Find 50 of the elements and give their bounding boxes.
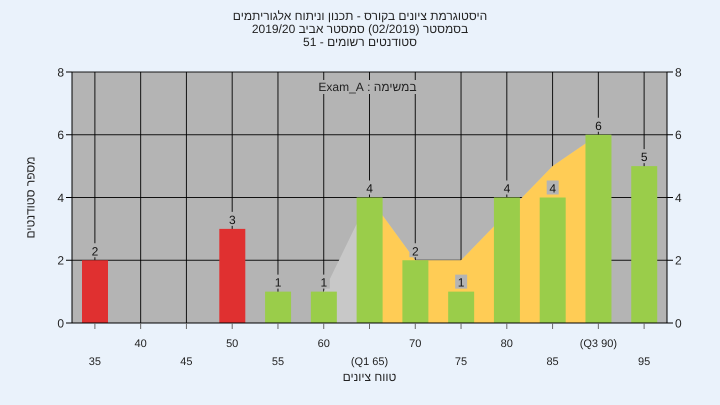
x-tick-label: (Q3 90) xyxy=(580,338,617,350)
y-tick-label: 8 xyxy=(57,65,64,80)
bar xyxy=(540,198,566,323)
x-tick-label: 60 xyxy=(318,338,330,350)
y-tick-label: 2 xyxy=(57,254,64,268)
data-label: 1 xyxy=(458,276,465,290)
data-label: 6 xyxy=(595,118,602,133)
x-tick-label: 45 xyxy=(180,356,193,368)
y2-tick-label: 2 xyxy=(675,254,682,268)
y-tick-label: 6 xyxy=(57,128,64,142)
y2-tick-label: 8 xyxy=(675,65,682,80)
bar xyxy=(631,166,658,323)
x-tick-label: 80 xyxy=(500,338,513,350)
data-label: 1 xyxy=(320,276,328,290)
bar xyxy=(265,292,292,323)
x-tick-label: 40 xyxy=(134,338,147,350)
x-tick-label: 35 xyxy=(88,356,102,368)
x-tick-label: (Q1 65) xyxy=(350,356,388,368)
bar xyxy=(82,260,108,323)
x-tick-label: 50 xyxy=(226,338,238,350)
bar xyxy=(310,292,337,323)
data-label: 2 xyxy=(412,244,420,258)
data-label: 2 xyxy=(92,244,99,258)
data-label: 3 xyxy=(228,212,236,227)
data-label: 4 xyxy=(504,182,511,196)
x-tick-label: 85 xyxy=(546,356,559,368)
chart-subtitle: בסמסטר (02/2019) סמסטר אביב 2019/20 סטודנטים רשומים - 51 xyxy=(250,22,470,49)
data-label: 5 xyxy=(640,150,648,164)
data-label: 4 xyxy=(366,182,374,196)
y2-tick-label: 0 xyxy=(675,316,682,330)
x-tick-label: 55 xyxy=(272,356,284,368)
x-tick-label: 95 xyxy=(638,356,650,368)
bar xyxy=(356,198,383,323)
y2-tick-label: 6 xyxy=(675,128,682,142)
bar xyxy=(448,292,474,323)
bar xyxy=(219,228,246,323)
data-label: 1 xyxy=(274,276,282,290)
x-tick-label: 70 xyxy=(409,338,422,350)
y-tick-label: 4 xyxy=(57,190,64,205)
x-tick-label: 75 xyxy=(454,356,468,368)
y-tick-label: 0 xyxy=(57,316,64,330)
bar xyxy=(585,134,612,323)
annotation: במשימה : Exam_A xyxy=(315,80,420,94)
x-axis-title: טווח ציונים xyxy=(342,370,397,384)
bar xyxy=(494,198,520,323)
bar xyxy=(402,260,428,323)
y2-tick-label: 4 xyxy=(675,190,682,205)
data-label: 4 xyxy=(549,182,556,196)
chart-title: היסטוגרמת ציונים בקורס - תכנון וניתוח אלגוריתמים xyxy=(232,9,488,23)
y-axis-title: מספר סטודנטים xyxy=(23,156,38,239)
